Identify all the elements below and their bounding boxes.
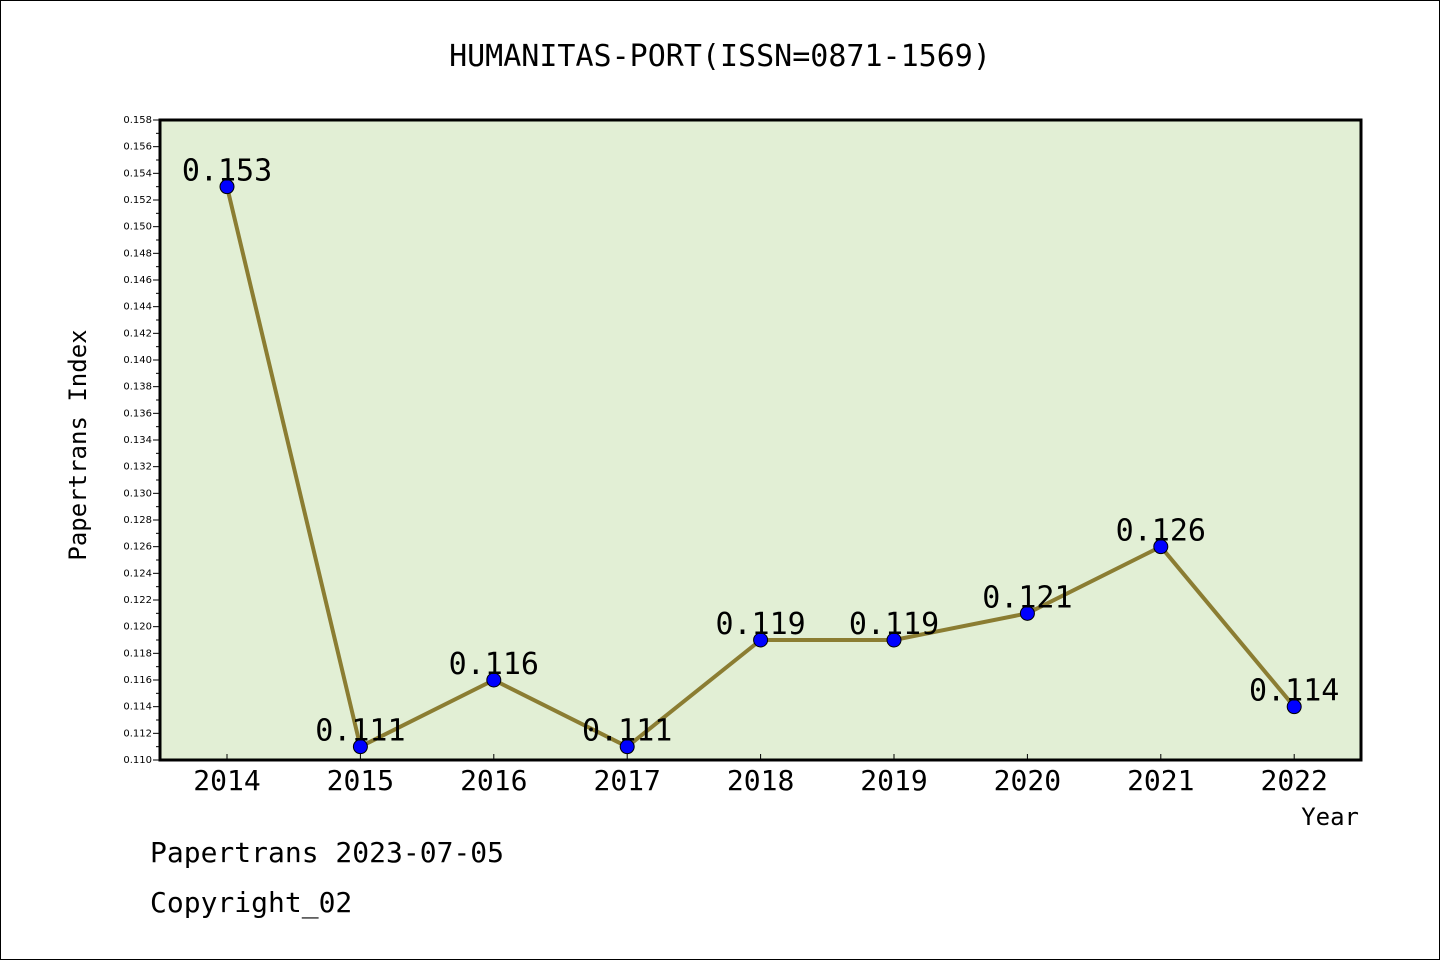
y-tick-label: 0.126 bbox=[123, 542, 152, 553]
data-label: 0.111 bbox=[582, 714, 672, 749]
y-tick-label: 0.148 bbox=[123, 248, 152, 259]
y-tick-label: 0.136 bbox=[123, 408, 152, 419]
footer-copyright: Copyright_02 bbox=[150, 886, 353, 919]
y-tick-label: 0.110 bbox=[123, 755, 152, 766]
data-point bbox=[619, 739, 635, 755]
y-tick-label: 0.120 bbox=[123, 622, 152, 633]
data-point bbox=[753, 632, 769, 648]
x-axis: 2014 2015 2016 2017 2018 2019 2020 2021 2022 bbox=[193, 754, 1328, 797]
y-tick-label: 0.112 bbox=[123, 728, 152, 739]
x-tick-label: 2022 bbox=[1260, 764, 1327, 797]
y-tick-label: 0.134 bbox=[123, 435, 152, 446]
x-axis-label: Year bbox=[1301, 803, 1359, 831]
data-label: 0.119 bbox=[715, 607, 805, 642]
y-tick-label: 0.158 bbox=[123, 115, 152, 126]
data-series bbox=[219, 179, 1302, 755]
data-point bbox=[219, 179, 235, 195]
data-label: 0.114 bbox=[1249, 674, 1339, 709]
data-label: 0.111 bbox=[315, 714, 405, 749]
y-tick-label: 0.132 bbox=[123, 462, 152, 473]
data-point bbox=[886, 632, 902, 648]
data-labels: 0.153 0.111 0.116 0.111 0.119 0.119 0.121 0.126… bbox=[182, 154, 1340, 749]
x-tick-label: 2019 bbox=[860, 764, 927, 797]
y-tick-label: 0.116 bbox=[123, 675, 152, 686]
x-tick-label: 2020 bbox=[994, 764, 1061, 797]
data-label: 0.126 bbox=[1116, 514, 1206, 549]
data-label: 0.116 bbox=[449, 647, 539, 682]
data-point bbox=[1153, 539, 1169, 555]
data-label: 0.153 bbox=[182, 154, 272, 189]
data-point bbox=[486, 672, 502, 688]
data-point bbox=[1286, 699, 1302, 715]
y-tick-label: 0.124 bbox=[123, 568, 152, 579]
y-axis-label: Papertrans Index bbox=[64, 329, 92, 560]
y-tick-label: 0.140 bbox=[123, 355, 152, 366]
plot-area bbox=[158, 118, 1363, 762]
y-axis: 0.110 0.112 0.114 0.116 0.118 0.120 0.122 0.124… bbox=[123, 115, 160, 766]
x-tick-label: 2015 bbox=[327, 764, 394, 797]
x-tick-label: 2016 bbox=[460, 764, 527, 797]
y-tick-label: 0.128 bbox=[123, 515, 152, 526]
x-tick-label: 2021 bbox=[1127, 764, 1194, 797]
y-tick-label: 0.156 bbox=[123, 142, 152, 153]
x-tick-label: 2018 bbox=[727, 764, 794, 797]
y-tick-label: 0.130 bbox=[123, 488, 152, 499]
y-tick-label: 0.138 bbox=[123, 382, 152, 393]
data-label: 0.119 bbox=[849, 607, 939, 642]
data-label: 0.121 bbox=[982, 580, 1072, 615]
footer-source: Papertrans 2023-07-05 bbox=[150, 836, 505, 869]
data-point bbox=[352, 739, 368, 755]
data-point bbox=[1019, 605, 1035, 621]
y-tick-label: 0.122 bbox=[123, 595, 152, 606]
y-tick-label: 0.154 bbox=[123, 168, 152, 179]
y-tick-label: 0.142 bbox=[123, 328, 152, 339]
chart-title: HUMANITAS-PORT(ISSN=0871-1569) bbox=[449, 39, 991, 74]
y-tick-label: 0.144 bbox=[123, 302, 152, 313]
y-tick-label: 0.146 bbox=[123, 275, 152, 286]
x-tick-label: 2014 bbox=[193, 764, 260, 797]
x-tick-label: 2017 bbox=[593, 764, 660, 797]
y-tick-label: 0.150 bbox=[123, 222, 152, 233]
y-tick-label: 0.152 bbox=[123, 195, 152, 206]
y-tick-label: 0.118 bbox=[123, 648, 152, 659]
y-tick-label: 0.114 bbox=[123, 702, 152, 713]
